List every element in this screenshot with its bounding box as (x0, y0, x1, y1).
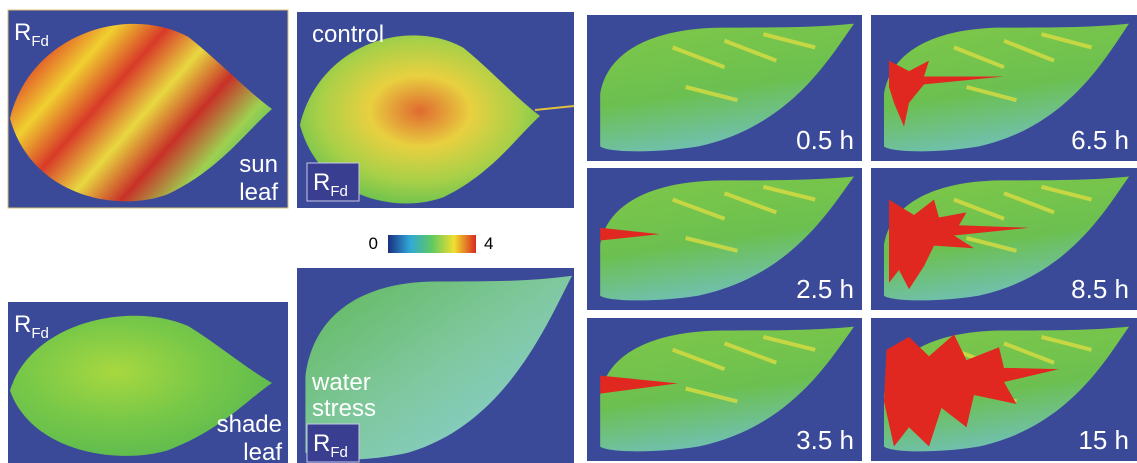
colorbar (388, 235, 476, 253)
panel-title: control (312, 21, 384, 48)
caption: water (311, 369, 371, 396)
time-label: 3.5 h (796, 425, 854, 455)
time-series: 0.5 h 2.5 h 3.5 h 6.5 h 8.5 h 15 h (587, 15, 1137, 461)
colorbar-min: 0 (369, 234, 378, 253)
time-label: 8.5 h (1071, 274, 1129, 304)
caption: stress (312, 395, 376, 422)
caption: leaf (243, 439, 282, 463)
time-label: 2.5 h (796, 274, 854, 304)
caption: sun (239, 151, 278, 178)
caption: leaf (239, 179, 278, 206)
caption: shade (217, 411, 282, 438)
time-label: 0.5 h (796, 125, 854, 155)
figure: RFd sun leaf RFd shade leaf control RFd … (0, 0, 1137, 463)
colorbar-max: 4 (484, 234, 493, 253)
time-label: 6.5 h (1071, 125, 1129, 155)
time-label: 15 h (1078, 425, 1129, 455)
